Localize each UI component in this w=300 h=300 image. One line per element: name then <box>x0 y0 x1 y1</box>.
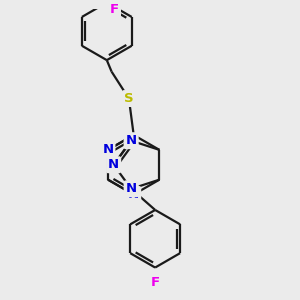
Text: N: N <box>102 143 113 156</box>
Text: S: S <box>124 92 134 105</box>
Text: F: F <box>151 276 160 290</box>
Text: N: N <box>108 158 119 171</box>
Text: N: N <box>126 134 137 147</box>
Text: N: N <box>126 182 137 195</box>
Text: F: F <box>110 3 119 16</box>
Text: N: N <box>128 188 139 201</box>
